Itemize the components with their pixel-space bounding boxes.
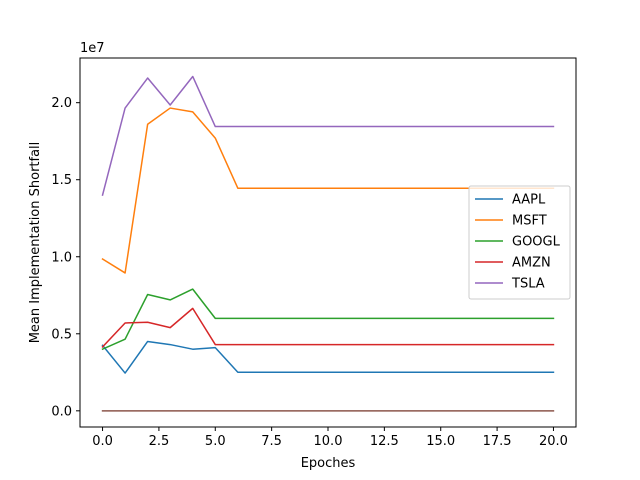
y-tick-label: 0.5 [51,327,72,342]
legend-box [468,185,571,300]
x-tick-label: 2.5 [149,434,170,449]
x-tick-label: 12.5 [370,434,399,449]
y-offset-label: 1e7 [80,41,105,56]
y-tick-label: 2.0 [51,96,72,111]
legend-label-msft: MSFT [512,214,547,229]
series-line-googl [101,288,555,351]
x-axis-label: Epoches [301,456,356,471]
legend-label-amzn: AMZN [512,256,551,271]
x-tick-label: 10.0 [314,434,343,449]
legend-label-tsla: TSLA [511,277,545,292]
x-tick-label: 5.0 [205,434,226,449]
y-tick-label: 1.0 [51,250,72,265]
x-tick-label: 0.0 [92,434,113,449]
x-axis-ticks: 0.0 2.5 5.0 7.5 10.0 12.5 15.0 17.5 20.0 [92,427,568,449]
legend-label-googl: GOOGL [512,235,561,250]
y-axis-ticks: 0.0 0.5 1.0 1.5 2.0 [51,96,80,419]
legend-label-aapl: AAPL [512,193,546,208]
series-line-amzn [101,307,555,348]
series-line-tsla [101,75,555,197]
y-axis-label: Mean Implementation Shortfall [28,142,43,344]
legend: AAPL MSFT GOOGL AMZN TSLA [468,185,571,300]
x-tick-label: 17.5 [483,434,512,449]
x-tick-label: 15.0 [426,434,455,449]
y-tick-label: 1.5 [51,173,72,188]
y-tick-label: 0.0 [51,404,72,419]
series-layer [101,75,555,412]
series-line-aapl [101,340,555,374]
x-tick-label: 7.5 [261,434,282,449]
x-tick-label: 20.0 [539,434,568,449]
